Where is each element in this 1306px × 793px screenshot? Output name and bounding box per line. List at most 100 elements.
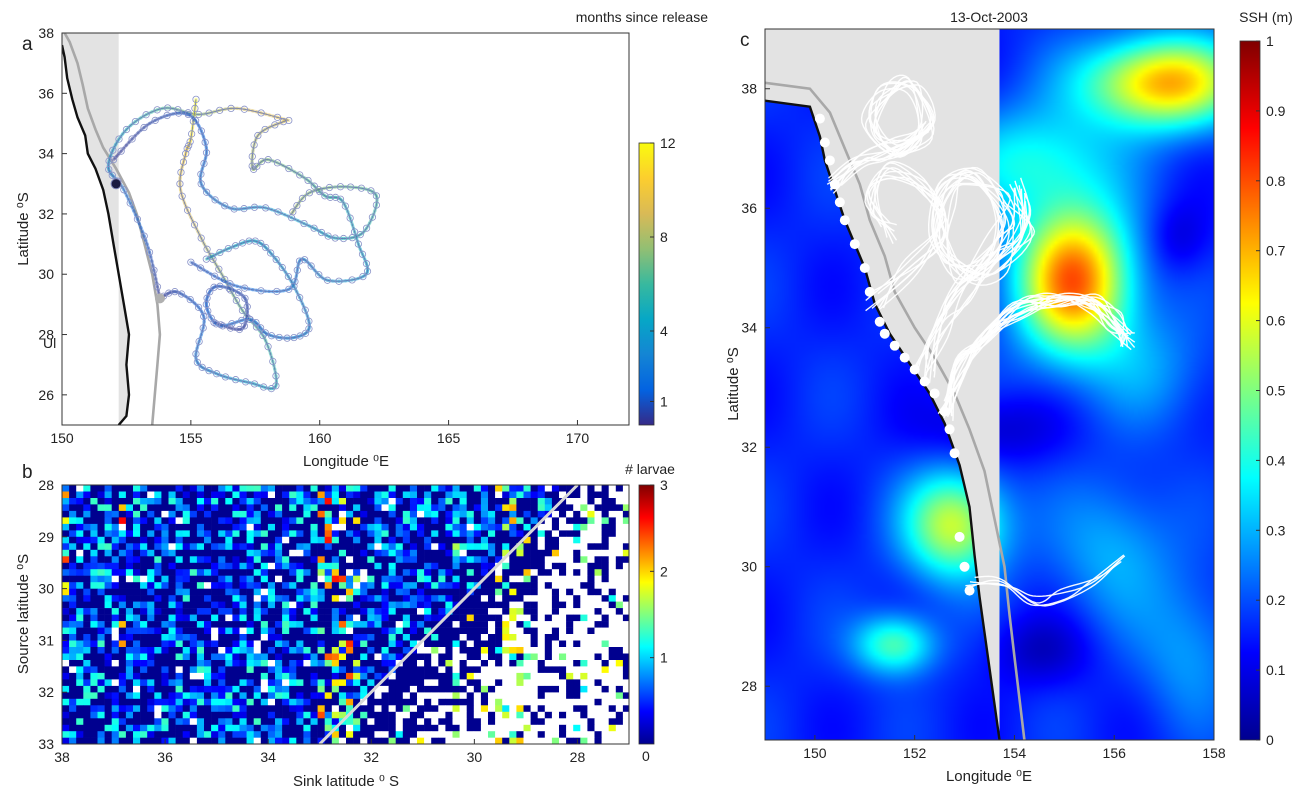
panel-b-cell [275, 530, 283, 538]
panel-b-cell [104, 588, 112, 596]
panel-b-cell [459, 731, 467, 738]
panel-b-cell [275, 517, 283, 525]
panel-b-cell [62, 549, 70, 557]
panel-b-cell [260, 621, 269, 628]
panel-b-cell [537, 711, 546, 719]
panel-b-cell [346, 718, 354, 726]
panel-b-cell [530, 498, 538, 505]
panel-b-cell [111, 737, 120, 744]
panel-b-cell [594, 575, 602, 583]
panel-b-cell [225, 679, 233, 687]
panel-a-trajectory-marker [348, 234, 356, 242]
panel-b-cell [587, 498, 595, 505]
panel-b-cell [90, 543, 98, 551]
panel-b-cell [232, 621, 240, 628]
panel-b-cell [282, 711, 290, 719]
panel-b-cell [395, 685, 404, 693]
panel-b-cell [608, 588, 617, 596]
panel-a-trajectory-marker [336, 183, 345, 191]
panel-b-cell [189, 601, 198, 609]
panel-b-cell [388, 672, 396, 680]
panel-b-cell [381, 543, 389, 551]
panel-b-cell [69, 647, 77, 654]
panel-b-cell [417, 569, 425, 576]
panel-b-cell [573, 530, 581, 538]
panel-c-trajectory-line [965, 560, 1120, 607]
panel-b-cell [189, 543, 198, 551]
panel-b-cell [83, 569, 91, 576]
panel-b-cell [253, 737, 262, 744]
panel-b-cell [296, 575, 304, 583]
panel-b-cell [275, 731, 283, 738]
panel-a-end-marker [110, 178, 122, 190]
panel-b-cell [409, 634, 418, 641]
panel-b-cell [480, 536, 489, 544]
panel-b-cell [530, 601, 538, 609]
panel-b-cell [69, 569, 77, 576]
panel-b-cell [317, 621, 325, 628]
panel-b-cell [275, 569, 283, 576]
panel-b-cell [424, 595, 432, 602]
panel-b-cell [445, 588, 453, 596]
panel-b-cell [473, 498, 482, 505]
panel-b-cell [523, 588, 531, 596]
panel-b-cell [502, 698, 510, 706]
panel-b-cell [303, 523, 311, 531]
panel-b-cell [360, 692, 368, 700]
panel-b-cell [502, 549, 510, 557]
panel-b-cell [225, 621, 233, 628]
panel-b-cell [424, 685, 432, 693]
panel-b-cell [303, 705, 311, 713]
panel-b-cell [232, 685, 240, 693]
panel-b-cell [125, 614, 134, 622]
panel-b-cell [260, 498, 269, 505]
panel-b-cell [608, 718, 617, 726]
panel-b-cell [324, 640, 333, 648]
panel-b-cell [182, 543, 191, 551]
panel-b-cell [331, 595, 340, 602]
panel-b-cell [175, 724, 183, 732]
panel-b-cell [573, 718, 581, 726]
panel-b-cell [331, 510, 340, 518]
panel-b-cell [111, 640, 120, 648]
panel-b-cell [90, 660, 98, 667]
panel-b-cell [267, 666, 276, 674]
panel-b-cell [601, 595, 609, 602]
panel-b-cell [367, 718, 375, 726]
panel-b-cell [353, 718, 361, 726]
panel-b-cell [218, 653, 226, 661]
panel-b-cell [523, 653, 531, 661]
panel-b-cell [147, 588, 155, 596]
panel-b-cell [615, 698, 624, 706]
panel-b-cell [104, 737, 112, 744]
panel-b-cell [431, 595, 439, 602]
panel-b-cell [409, 660, 418, 667]
panel-b-cell [253, 647, 262, 654]
panel-b-cell [594, 543, 602, 551]
panel-b-cell [97, 491, 105, 499]
panel-a-trajectory-marker [269, 357, 277, 366]
panel-b-cell [417, 685, 425, 693]
panel-b-cell [466, 647, 475, 654]
panel-b-cell [374, 737, 382, 744]
panel-a-trajectory [105, 104, 293, 302]
panel-b-cell [175, 498, 183, 505]
panel-b-cell [140, 536, 148, 544]
panel-b-cell [211, 647, 219, 654]
panel-b-cell [580, 634, 588, 641]
panel-b-cell [125, 711, 134, 719]
panel-b-cell [189, 530, 198, 538]
panel-b-cell [338, 672, 347, 680]
panel-b-cell [566, 634, 574, 641]
panel-b-cell [211, 595, 219, 602]
panel-b-cell [239, 614, 247, 622]
panel-b-cell [154, 698, 162, 706]
panel-b-cell [62, 621, 70, 628]
panel-b-cell [246, 647, 254, 654]
panel-b-cell [580, 731, 588, 738]
panel-b-cell [83, 679, 91, 687]
panel-b-cell [509, 517, 517, 525]
panel-b-cell [395, 614, 404, 622]
panel-b-cell [69, 575, 77, 583]
panel-b-cell [267, 711, 276, 719]
